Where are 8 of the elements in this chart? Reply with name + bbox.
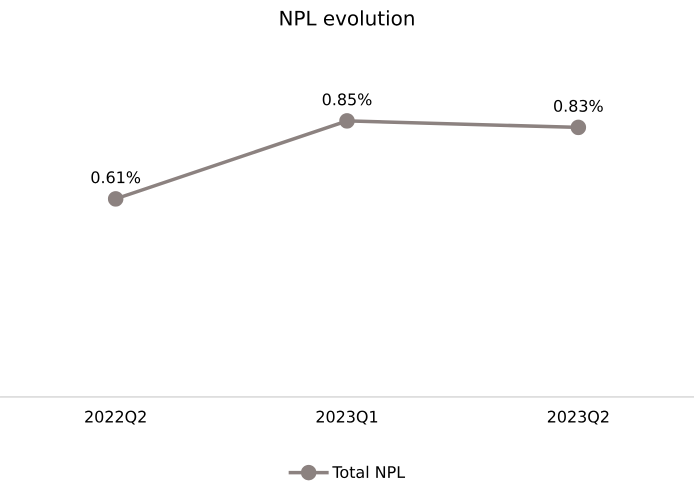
- legend-label: Total NPL: [332, 466, 406, 478]
- x-tick-label: 2023Q2: [548, 410, 608, 425]
- data-label: 0.61%: [91, 171, 140, 184]
- x-tick-label: 2023Q1: [316, 410, 378, 425]
- data-label: 0.85%: [322, 93, 372, 106]
- data-label: 0.83%: [554, 100, 603, 112]
- chart-title: NPL evolution: [280, 10, 414, 26]
- x-tick-label: 2022Q2: [85, 410, 146, 425]
